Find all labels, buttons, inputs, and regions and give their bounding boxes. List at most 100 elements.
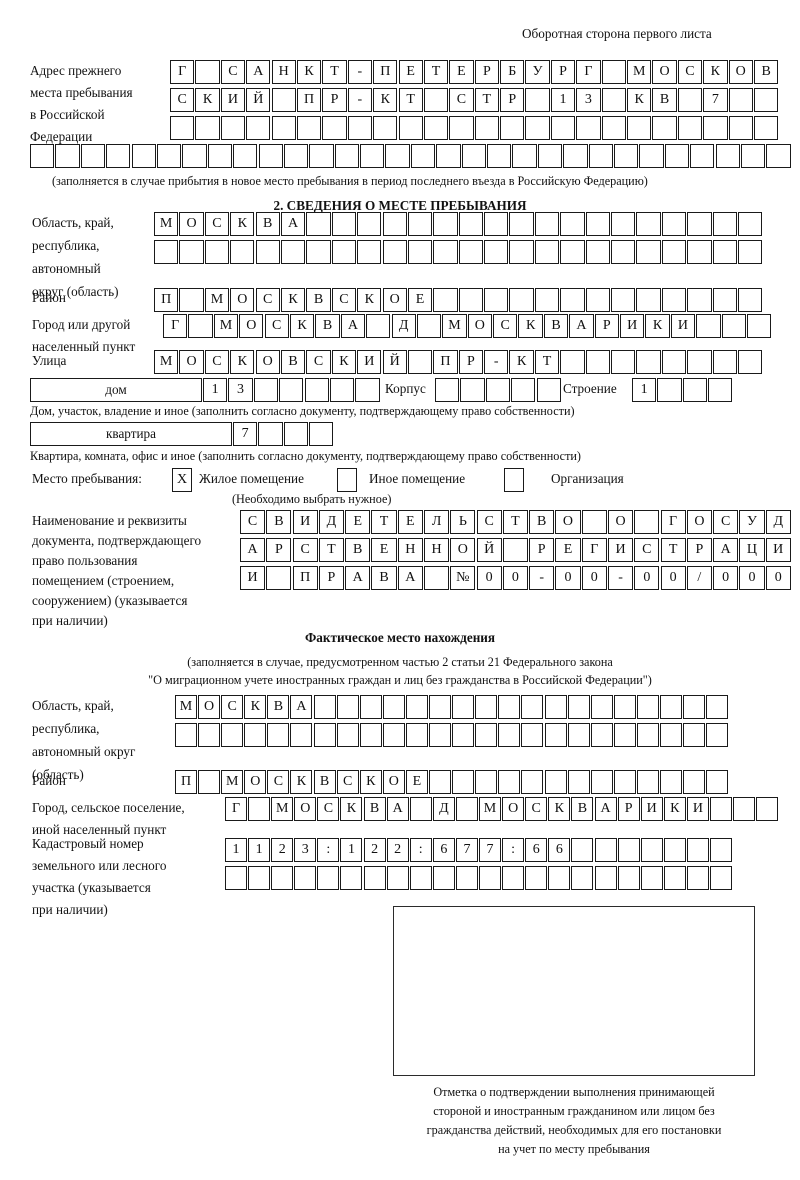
comb-cell[interactable] (258, 144, 283, 168)
ownership-doc-comb-row-3[interactable]: И П Р А В А № 0 0-0 0-0 0/0 0 0 (240, 566, 791, 590)
comb-cell[interactable]: Т (318, 538, 345, 562)
comb-cell[interactable] (690, 144, 715, 168)
comb-cell[interactable]: О (198, 695, 221, 719)
comb-cell[interactable]: Г (163, 314, 188, 338)
comb-cell[interactable]: В (306, 288, 331, 312)
comb-cell[interactable]: Т (423, 60, 449, 84)
comb-cell[interactable]: - (529, 566, 555, 590)
comb-cell[interactable] (576, 116, 601, 140)
comb-cell[interactable]: В (345, 538, 371, 562)
comb-cell[interactable] (248, 797, 271, 821)
comb-cell[interactable]: Н (271, 60, 296, 84)
comb-cell[interactable]: Г (576, 60, 601, 84)
comb-cell[interactable]: К (230, 212, 255, 236)
comb-cell[interactable] (407, 240, 433, 264)
comb-cell[interactable]: И (686, 797, 709, 821)
comb-cell[interactable] (636, 695, 659, 719)
comb-cell[interactable]: И (220, 88, 246, 112)
comb-cell[interactable] (683, 695, 706, 719)
comb-cell[interactable]: К (509, 350, 534, 374)
comb-cell[interactable] (366, 314, 391, 338)
comb-cell[interactable]: П (296, 88, 322, 112)
comb-cell[interactable] (484, 240, 509, 264)
comb-cell[interactable]: В (313, 770, 336, 794)
comb-cell[interactable] (484, 212, 509, 236)
comb-cell[interactable]: : (317, 838, 340, 862)
comb-cell[interactable] (664, 144, 690, 168)
comb-cell[interactable] (255, 240, 280, 264)
comb-cell[interactable]: В (652, 88, 677, 112)
comb-cell[interactable] (179, 240, 204, 264)
comb-cell[interactable] (355, 378, 380, 402)
comb-cell[interactable]: К (703, 60, 728, 84)
comb-cell[interactable] (753, 116, 779, 140)
comb-cell[interactable] (521, 695, 544, 719)
comb-cell[interactable]: Р (318, 566, 345, 590)
comb-cell[interactable]: 0 (555, 566, 581, 590)
comb-cell[interactable]: А (397, 566, 423, 590)
comb-cell[interactable] (407, 212, 433, 236)
comb-cell[interactable]: В (371, 566, 397, 590)
comb-cell[interactable] (283, 144, 309, 168)
stroenie-comb[interactable]: 1 (632, 378, 733, 402)
comb-cell[interactable]: К (548, 797, 571, 821)
comb-cell[interactable] (709, 838, 732, 862)
comb-cell[interactable]: П (373, 60, 398, 84)
comb-cell[interactable]: С (204, 350, 230, 374)
comb-cell[interactable] (639, 144, 664, 168)
comb-cell[interactable] (313, 723, 336, 747)
comb-cell[interactable] (170, 116, 195, 140)
comb-cell[interactable]: К (518, 314, 543, 338)
comb-cell[interactable] (634, 510, 660, 534)
comb-cell[interactable]: С (525, 797, 548, 821)
comb-cell[interactable] (340, 866, 363, 890)
comb-cell[interactable] (498, 770, 521, 794)
comb-cell[interactable]: 6 (548, 838, 571, 862)
comb-cell[interactable] (585, 350, 610, 374)
comb-cell[interactable] (433, 212, 458, 236)
comb-cell[interactable] (452, 695, 475, 719)
comb-cell[interactable]: М (479, 797, 502, 821)
comb-cell[interactable] (309, 144, 334, 168)
comb-cell[interactable] (585, 288, 610, 312)
comb-cell[interactable] (548, 866, 571, 890)
comb-cell[interactable]: М (154, 212, 179, 236)
comb-cell[interactable]: 6 (525, 838, 548, 862)
comb-cell[interactable]: К (289, 314, 315, 338)
comb-cell[interactable] (360, 144, 385, 168)
comb-cell[interactable]: У (525, 60, 550, 84)
comb-cell[interactable] (590, 770, 613, 794)
comb-cell[interactable] (55, 144, 80, 168)
comb-cell[interactable] (594, 838, 617, 862)
comb-cell[interactable] (511, 378, 536, 402)
comb-cell[interactable]: К (244, 695, 267, 719)
comb-cell[interactable] (258, 422, 283, 446)
comb-cell[interactable] (712, 240, 737, 264)
comb-cell[interactable]: И (620, 314, 645, 338)
comb-cell[interactable]: П (154, 288, 179, 312)
comb-cell[interactable]: О (179, 350, 204, 374)
comb-cell[interactable]: В (267, 695, 290, 719)
comb-cell[interactable] (382, 240, 407, 264)
comb-cell[interactable] (594, 866, 617, 890)
comb-cell[interactable] (525, 116, 550, 140)
comb-cell[interactable]: Г (660, 510, 686, 534)
comb-cell[interactable]: 0 (502, 566, 528, 590)
comb-cell[interactable] (271, 116, 296, 140)
comb-cell[interactable] (687, 350, 712, 374)
comb-cell[interactable] (198, 723, 221, 747)
comb-cell[interactable] (175, 723, 197, 747)
comb-cell[interactable]: 1 (203, 378, 228, 402)
comb-cell[interactable] (663, 838, 686, 862)
comb-cell[interactable]: К (357, 288, 382, 312)
comb-cell[interactable]: 0 (581, 566, 607, 590)
comb-cell[interactable] (409, 866, 432, 890)
comb-cell[interactable] (409, 797, 432, 821)
comb-cell[interactable] (385, 144, 410, 168)
comb-cell[interactable]: 0 (713, 566, 739, 590)
comb-cell[interactable] (280, 240, 306, 264)
comb-cell[interactable]: С (267, 770, 290, 794)
comb-cell[interactable] (636, 350, 661, 374)
